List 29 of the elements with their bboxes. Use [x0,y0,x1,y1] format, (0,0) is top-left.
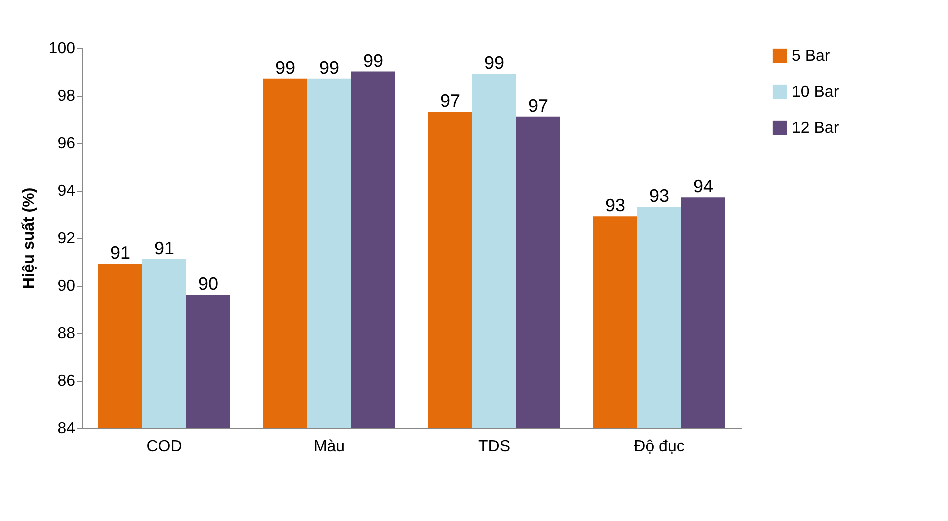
data-label: 93 [605,196,626,216]
legend-label: 5 Bar [792,48,831,65]
data-label: 91 [154,238,175,258]
y-tick-label: 92 [58,230,76,248]
data-label: 99 [275,58,296,78]
y-tick-label: 88 [58,326,76,342]
data-label: 99 [319,58,340,78]
legend-label: 10 Bar [792,84,840,101]
x-tick-label: TDS [478,438,510,456]
data-label: 90 [198,274,219,294]
x-tick-label: COD [146,438,182,456]
y-tick-label: 100 [48,40,76,58]
x-tick-label: Độ đục [634,438,685,456]
y-tick-label: 90 [58,278,76,295]
data-label: 99 [484,53,505,74]
data-label: 93 [649,186,670,206]
y-tick-label: 94 [58,183,76,200]
data-label: 99 [363,50,384,71]
y-axis-title: Hiệu suất (%) [20,188,38,290]
data-label: 97 [440,91,461,112]
y-tick-label: 98 [58,88,76,105]
data-label: 91 [110,243,131,264]
y-tick-label: 84 [58,420,76,438]
x-tick-label: Màu [314,438,346,456]
legend-label: 12 Bar [792,120,840,137]
y-tick-label: 96 [58,136,76,152]
data-label: 97 [528,96,549,116]
y-tick-label: 86 [58,373,76,390]
data-label: 94 [693,176,714,197]
